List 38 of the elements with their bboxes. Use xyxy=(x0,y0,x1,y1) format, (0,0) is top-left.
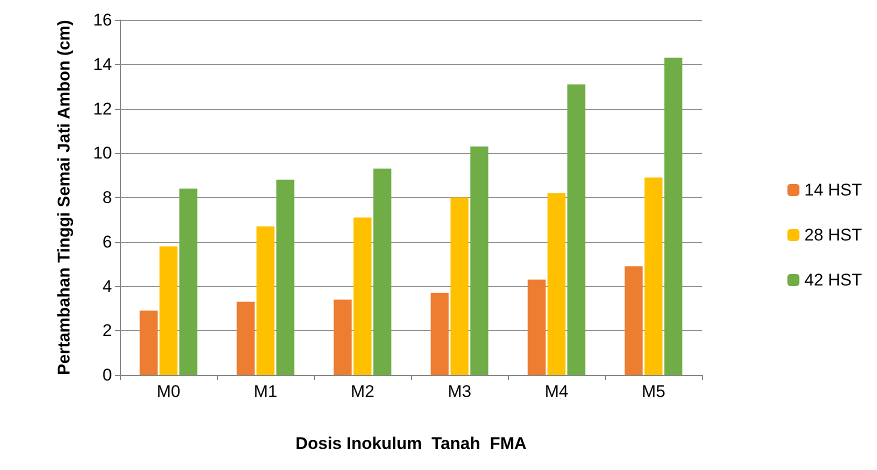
bar xyxy=(354,217,372,375)
x-tick-label: M0 xyxy=(156,382,180,401)
y-tick-label: 6 xyxy=(102,232,112,252)
legend-label: 28 HST xyxy=(804,226,862,244)
y-tick-label: 8 xyxy=(102,188,112,207)
x-tick-label: M4 xyxy=(544,382,568,401)
x-tick-label: M3 xyxy=(448,382,472,401)
bar xyxy=(160,246,178,375)
y-axis-title: Pertambahan Tinggi Semai Jati Ambon (cm) xyxy=(54,20,74,376)
bar xyxy=(567,84,586,375)
x-axis-title: Dosis Inokulum Tanah FMA xyxy=(295,434,527,453)
y-tick-label: 12 xyxy=(93,99,112,118)
bar xyxy=(430,292,449,375)
x-tick-label: M2 xyxy=(350,382,374,401)
bar xyxy=(528,280,546,375)
legend-label: 42 HST xyxy=(804,270,862,290)
y-tick-label: 10 xyxy=(93,144,112,163)
bar xyxy=(334,300,352,375)
bar xyxy=(548,193,566,375)
x-tick-label: M5 xyxy=(642,382,666,401)
bar xyxy=(373,168,392,375)
bar xyxy=(470,146,488,375)
bar xyxy=(236,302,255,375)
y-tick-label: 4 xyxy=(102,276,112,296)
bar xyxy=(664,58,682,375)
bar xyxy=(450,198,468,375)
bar xyxy=(276,180,294,375)
x-tick-label: M1 xyxy=(254,382,278,401)
legend-label: 14 HST xyxy=(804,180,862,200)
y-tick-label: 14 xyxy=(93,54,112,74)
y-tick-label: 0 xyxy=(102,366,112,384)
bar xyxy=(256,226,274,375)
bar xyxy=(624,266,643,375)
bar xyxy=(179,188,198,375)
y-tick-label: 2 xyxy=(102,321,112,340)
y-tick-label: 16 xyxy=(93,10,112,30)
bar xyxy=(644,178,662,375)
bar xyxy=(140,310,158,375)
